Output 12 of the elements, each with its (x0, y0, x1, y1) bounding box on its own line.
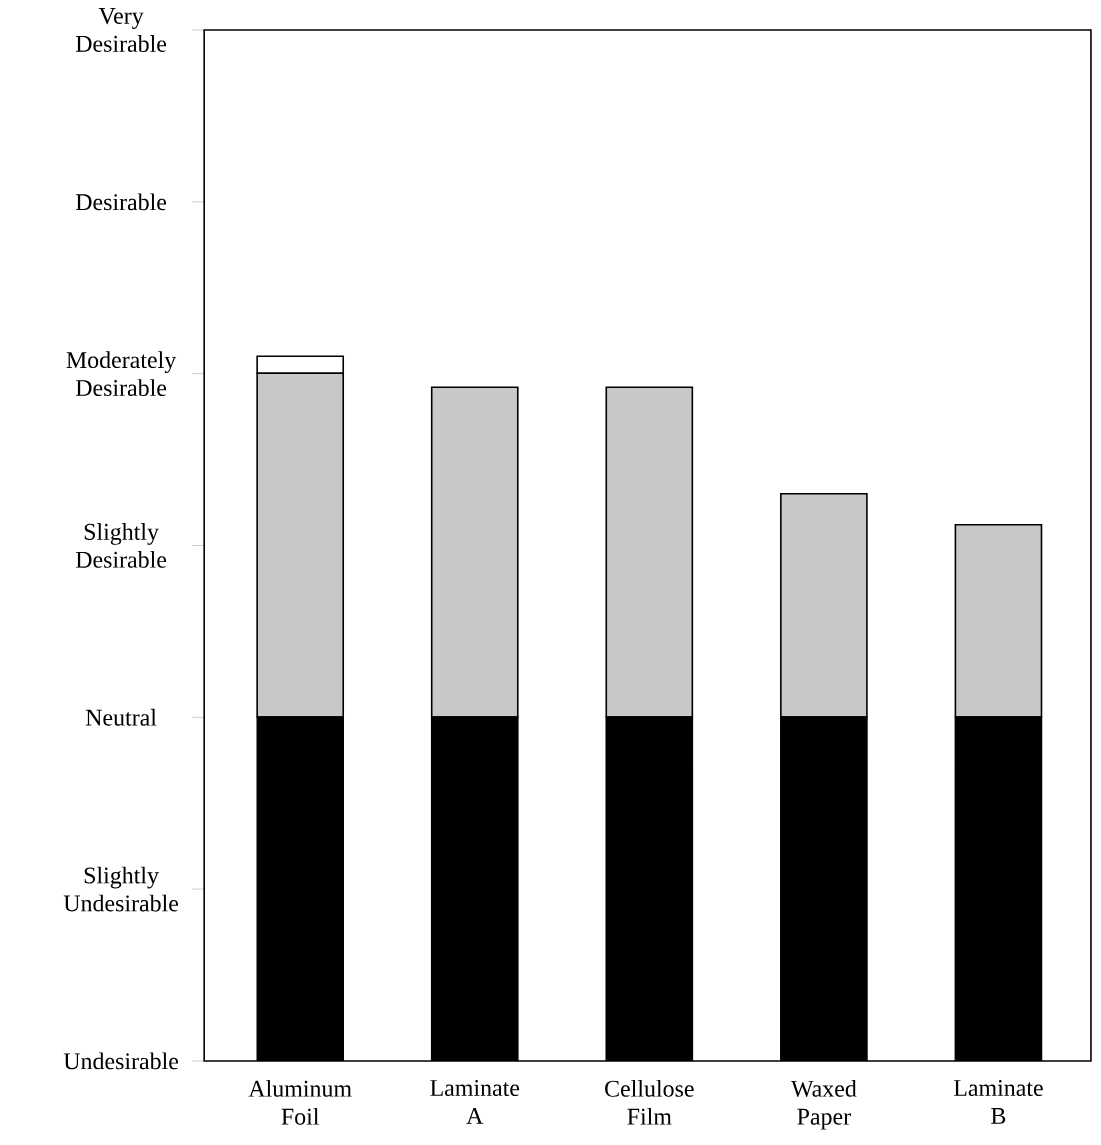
x-tick-label: Cellulose Film (605, 1079, 694, 1125)
x-tick-label: Aluminum Foil (248, 1079, 352, 1125)
x-tick-label: Laminate B (953, 1079, 1043, 1124)
text: Undesirable (63, 1052, 179, 1070)
x-tick-label: Laminate A (430, 1079, 520, 1124)
text: Slightly Undesirable (63, 866, 179, 912)
text: Desirable (75, 193, 167, 211)
text: Neutral (85, 708, 157, 726)
x-tick-label: Waxed Paper (791, 1079, 857, 1130)
text: Moderately Desirable (66, 351, 177, 397)
text: Slightly Desirable (75, 523, 167, 568)
text: Very Desirable (75, 8, 167, 52)
